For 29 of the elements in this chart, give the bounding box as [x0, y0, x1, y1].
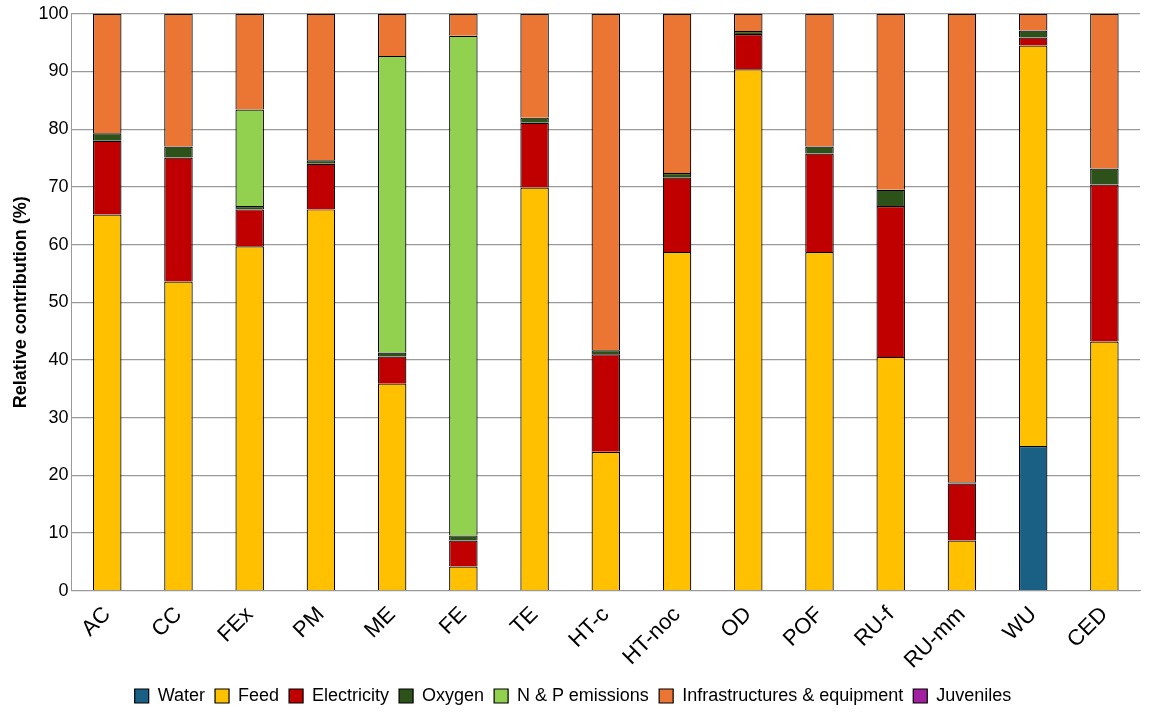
- legend-label: Infrastructures & equipment: [682, 684, 904, 705]
- x-tick-label: OD: [715, 601, 757, 643]
- x-tick-label: AC: [75, 601, 116, 641]
- y-tick-label: 0: [58, 579, 69, 600]
- x-tick-label: CED: [1061, 601, 1113, 652]
- y-tick-label: 30: [48, 406, 69, 427]
- legend-label: Juveniles: [936, 684, 1012, 705]
- y-tick-label: 80: [48, 118, 69, 139]
- x-tick-label: FE: [433, 601, 472, 639]
- y-axis-title: Relative contribution (%): [9, 196, 30, 409]
- y-tick-label: 100: [38, 2, 69, 23]
- legend-label: Feed: [238, 684, 280, 705]
- y-tick-label: 70: [48, 175, 69, 196]
- y-tick-label: 90: [48, 60, 69, 81]
- legend-label: Water: [157, 684, 206, 705]
- legend-label: Oxygen: [422, 684, 485, 705]
- legend-label: N & P emissions: [517, 684, 649, 705]
- y-tick-label: 20: [48, 464, 69, 485]
- y-tick-label: 50: [48, 291, 69, 312]
- x-tick-label: WU: [997, 601, 1041, 645]
- x-tick-label: ME: [358, 601, 400, 643]
- x-tick-label: FEx: [212, 601, 258, 647]
- x-tick-label: TE: [504, 601, 543, 639]
- legend-label: Electricity: [312, 684, 390, 705]
- x-tick-label: PM: [287, 601, 329, 643]
- x-tick-label: CC: [146, 601, 187, 642]
- y-tick-label: 60: [48, 233, 69, 254]
- y-tick-label: 10: [48, 522, 69, 543]
- y-tick-label: 40: [48, 348, 69, 369]
